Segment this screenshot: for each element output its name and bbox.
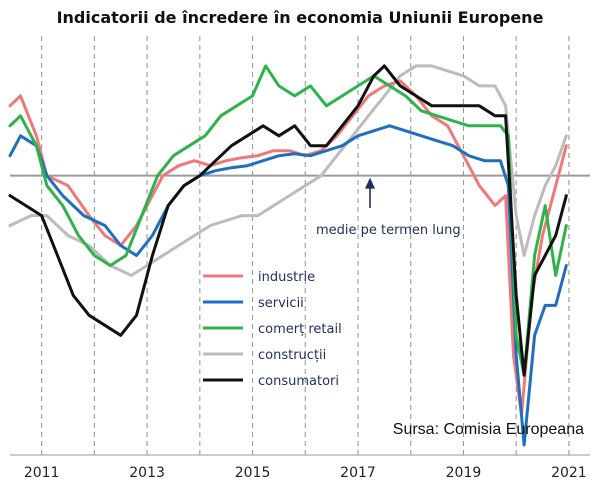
x-tick-label: 2019: [446, 465, 482, 481]
x-tick-label: 2021: [551, 465, 587, 481]
legend: industrie servicii comerț retail construcți…: [203, 270, 342, 389]
series-line-2: [8, 124, 568, 447]
series-lines: [8, 64, 568, 447]
legend-label: consumatori: [258, 374, 339, 389]
x-tick-label: 2011: [24, 465, 60, 481]
x-tick-label: 2013: [129, 465, 165, 481]
series-line-4: [8, 64, 568, 277]
series-line-5: [8, 64, 568, 377]
x-axis: 2011 2013 2015 2017 2019 2021: [10, 454, 590, 481]
legend-label: industrie: [258, 270, 315, 285]
legend-label: comerț retail: [258, 322, 342, 337]
series-line-3: [8, 64, 568, 377]
vertical-gridlines: [41, 36, 570, 455]
annotation-arrow-head: [365, 177, 375, 189]
x-tick-label: 2017: [340, 465, 376, 481]
chart-title: Indicatorii de încredere în economia Uni…: [56, 8, 544, 27]
annotation-text: medie pe termen lung: [316, 223, 461, 238]
legend-label: servicii: [258, 296, 304, 311]
legend-label: construcții: [258, 348, 326, 363]
source-note: Sursa: Comisia Europeana: [392, 421, 584, 438]
annotation: medie pe termen lung: [316, 177, 461, 238]
x-tick-label: 2015: [235, 465, 271, 481]
series-line-1: [8, 79, 568, 417]
